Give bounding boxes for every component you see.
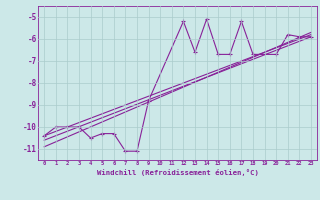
X-axis label: Windchill (Refroidissement éolien,°C): Windchill (Refroidissement éolien,°C) (97, 169, 259, 176)
